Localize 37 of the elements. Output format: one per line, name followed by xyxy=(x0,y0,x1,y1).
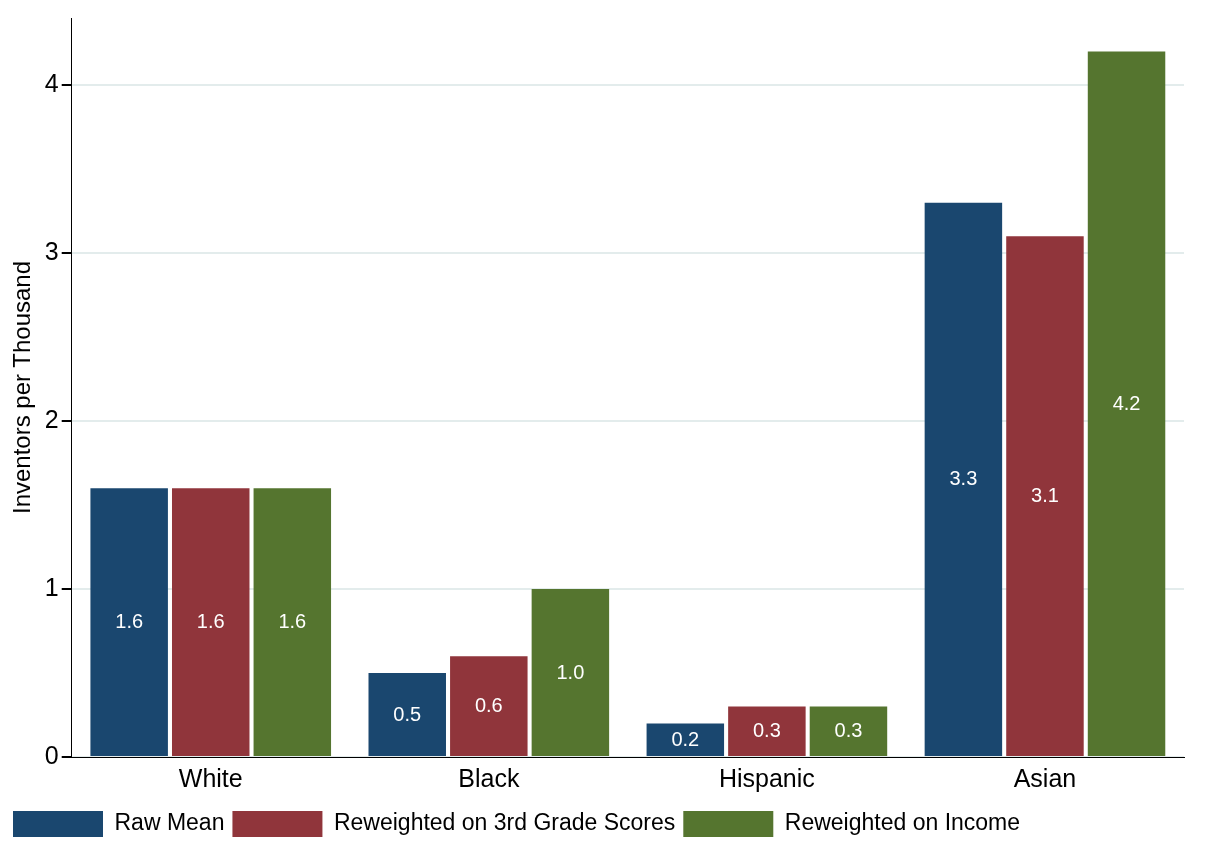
x-tick-label: Black xyxy=(458,763,520,792)
x-tick-label: Hispanic xyxy=(718,763,815,792)
y-tick-label: 3 xyxy=(44,237,59,266)
data-label: 0.3 xyxy=(752,719,781,742)
bar xyxy=(1006,236,1084,756)
data-label: 1.6 xyxy=(115,610,144,633)
data-label: 1.6 xyxy=(278,610,307,633)
y-tick-label: 2 xyxy=(44,404,59,433)
bar xyxy=(531,589,610,756)
legend-label: Reweighted on Income xyxy=(784,809,1021,836)
y-axis-title: Inventors per Thousand xyxy=(8,260,36,515)
y-tick-label: 0 xyxy=(44,740,59,769)
legend-label: Reweighted on 3rd Grade Scores xyxy=(333,809,676,836)
bar xyxy=(809,706,888,756)
bar xyxy=(368,673,446,756)
data-label: 0.6 xyxy=(474,694,503,717)
bar xyxy=(646,723,725,756)
data-label: 1.6 xyxy=(196,610,225,633)
data-label: 4.2 xyxy=(1112,391,1141,414)
y-tick-label: 1 xyxy=(44,572,59,601)
y-tick-label: 4 xyxy=(44,69,59,98)
legend-label: Raw Mean xyxy=(114,809,225,836)
x-tick-label: White xyxy=(178,763,243,792)
bar xyxy=(90,488,168,756)
bar xyxy=(253,488,332,756)
data-label: 3.1 xyxy=(1031,484,1059,507)
bar xyxy=(728,706,806,756)
data-label: 0.3 xyxy=(834,719,863,742)
bar xyxy=(450,656,528,756)
data-label: 0.5 xyxy=(393,702,422,725)
bar xyxy=(172,488,250,756)
data-label: 1.0 xyxy=(556,660,585,683)
bar xyxy=(924,202,1003,756)
data-label: 3.3 xyxy=(949,467,978,490)
bar xyxy=(1087,51,1166,756)
data-label: 0.2 xyxy=(671,727,700,750)
x-tick-label: Asian xyxy=(1013,763,1077,792)
